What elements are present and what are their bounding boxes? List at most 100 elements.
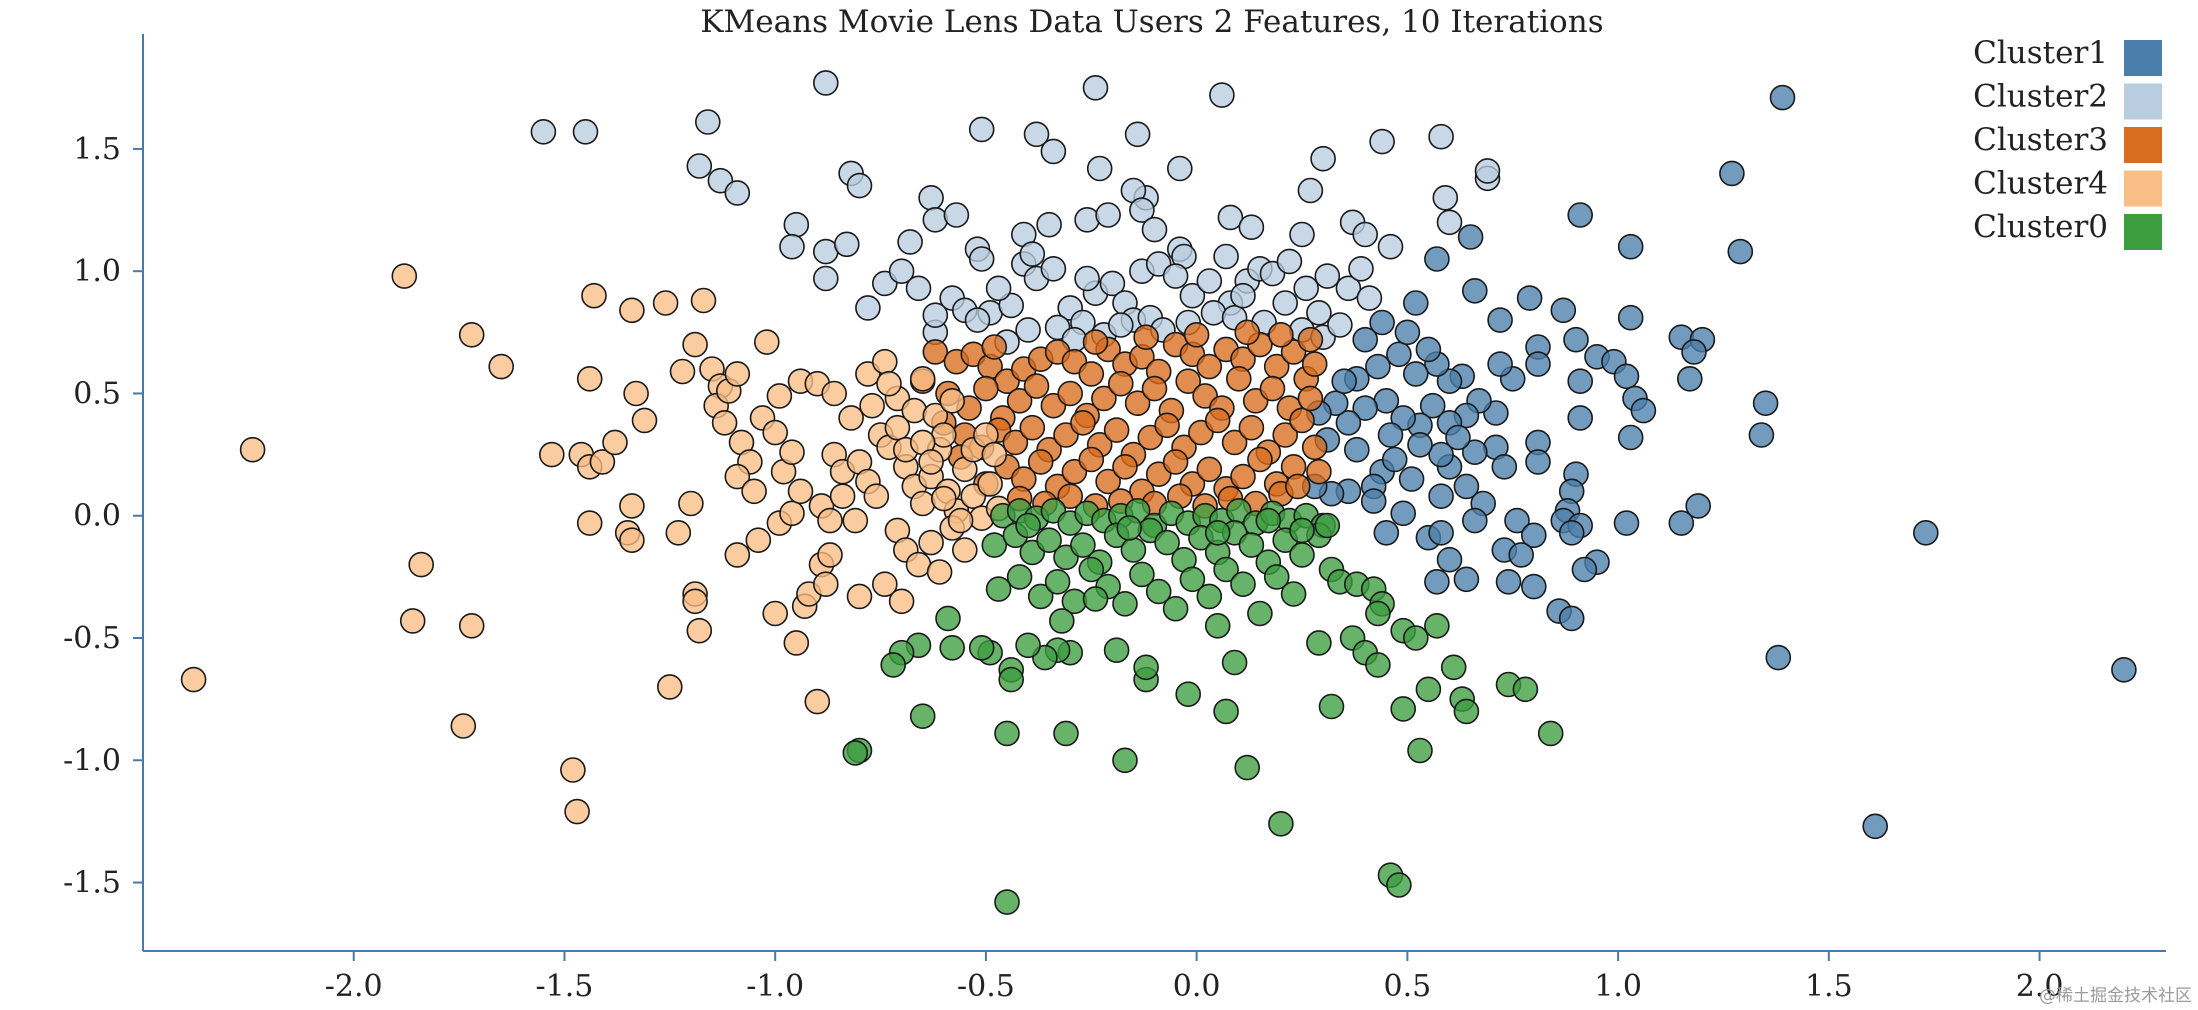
legend-item-cluster1: Cluster1 (1973, 35, 2162, 76)
data-point (572, 119, 599, 145)
data-point (1424, 612, 1450, 639)
data-point (1213, 698, 1239, 725)
data-point (998, 666, 1025, 693)
data-point (901, 397, 928, 424)
data-point (1099, 270, 1126, 297)
data-point (1268, 810, 1294, 837)
data-point (1238, 532, 1265, 558)
data-point (1474, 158, 1501, 184)
legend-item-cluster0: Cluster0 (1973, 209, 2162, 250)
data-point (1217, 204, 1244, 231)
data-point (1394, 319, 1421, 346)
data-point (1230, 282, 1256, 309)
data-point (1129, 561, 1155, 588)
data-point (1617, 424, 1644, 451)
data-point (1436, 209, 1463, 236)
data-point (951, 537, 978, 563)
data-point (1082, 75, 1109, 101)
y-tick-label: 1.5 (73, 132, 121, 167)
data-point (1521, 522, 1547, 549)
data-point (1306, 458, 1332, 485)
data-point (1015, 512, 1041, 539)
y-tick-label: -1.0 (63, 743, 121, 778)
data-point (779, 500, 805, 527)
data-point (930, 485, 957, 512)
series-cluster1 (1301, 84, 2137, 840)
data-point (1301, 434, 1328, 461)
legend-swatch (2124, 214, 2162, 250)
data-point (581, 282, 607, 309)
data-point (391, 263, 418, 289)
data-point (1247, 446, 1273, 473)
data-point (1344, 436, 1370, 463)
data-point (619, 493, 645, 519)
data-point (1301, 351, 1328, 377)
data-point (694, 109, 721, 135)
data-point (1495, 568, 1522, 595)
data-point (1386, 341, 1412, 368)
data-point (1289, 517, 1315, 544)
data-point (1209, 82, 1235, 108)
data-point (876, 370, 902, 397)
data-point (1023, 121, 1050, 148)
data-point (1356, 285, 1383, 311)
data-point (1103, 417, 1130, 443)
data-point (1567, 202, 1593, 228)
data-point (1297, 326, 1324, 353)
data-point (783, 630, 810, 656)
data-point (968, 634, 995, 661)
data-point (1133, 324, 1159, 351)
data-point (724, 361, 751, 387)
legend-swatch (2124, 83, 2162, 120)
data-point (1487, 307, 1513, 333)
data-point (1617, 233, 1644, 260)
data-point (1238, 214, 1265, 240)
data-point (1204, 407, 1231, 434)
data-point (589, 449, 616, 475)
series-cluster0 (842, 497, 1564, 915)
data-point (560, 757, 586, 783)
data-point (787, 478, 814, 505)
data-point (1196, 583, 1223, 610)
data-point (1525, 449, 1551, 475)
data-point (1462, 277, 1488, 304)
data-point (686, 617, 713, 644)
data-point (1516, 285, 1543, 311)
data-point (619, 527, 645, 554)
x-tick-label: -1.0 (746, 969, 804, 1004)
data-point (1086, 155, 1113, 182)
data-point (538, 441, 565, 468)
data-point (1057, 380, 1083, 407)
data-point (977, 471, 1003, 497)
data-point (1403, 361, 1429, 387)
data-point (1141, 216, 1168, 243)
data-point (1390, 500, 1416, 527)
data-point (1238, 414, 1265, 441)
data-point (1685, 493, 1711, 519)
data-point (939, 387, 966, 414)
data-point (994, 889, 1020, 915)
data-point (1162, 595, 1189, 622)
data-point (458, 612, 485, 639)
data-point (871, 571, 898, 598)
data-point (812, 70, 839, 96)
data-point (1613, 510, 1640, 536)
data-point (1289, 221, 1315, 248)
watermark-text: @稀土掘金技术社区 (2039, 986, 2192, 1006)
chart-title: KMeans Movie Lens Data Users 2 Features,… (700, 4, 1603, 40)
data-point (1335, 409, 1362, 436)
data-point (943, 202, 970, 228)
data-point (682, 331, 708, 358)
data-point (1272, 422, 1298, 448)
data-point (1200, 299, 1227, 326)
data-point (1091, 385, 1117, 412)
data-point (1141, 375, 1168, 402)
data-point (1095, 202, 1121, 228)
data-point (1668, 510, 1695, 536)
x-tick-label: 0.5 (1384, 969, 1432, 1004)
data-point (1124, 121, 1151, 148)
data-point (1078, 361, 1105, 387)
data-point (888, 588, 915, 615)
data-point (1230, 463, 1256, 490)
